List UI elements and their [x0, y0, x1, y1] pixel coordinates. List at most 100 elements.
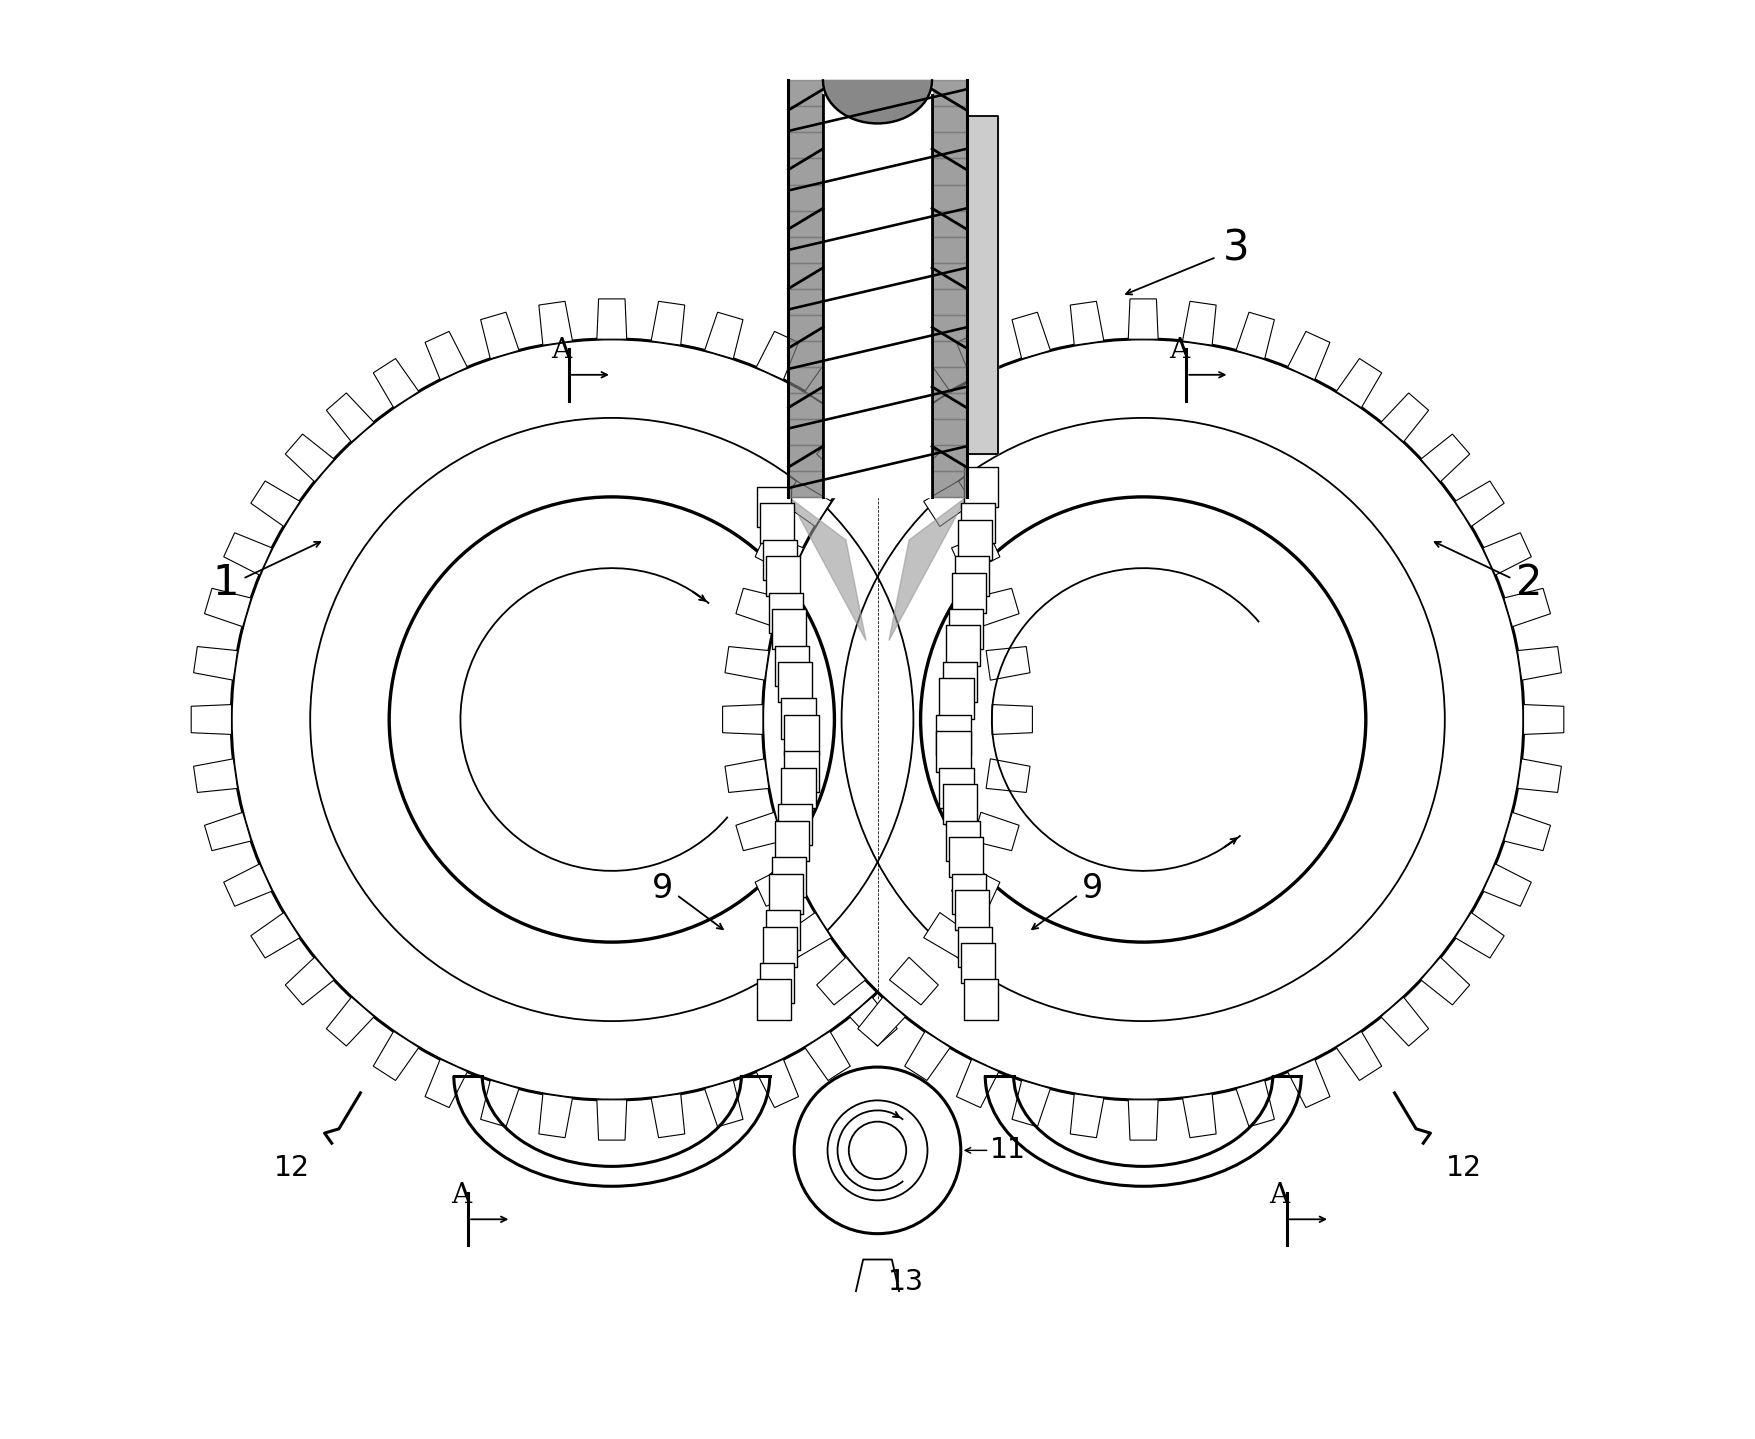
Bar	[769, 593, 804, 633]
Text: A: A	[451, 1181, 470, 1209]
Text: A: A	[551, 338, 572, 364]
Polygon shape	[1236, 1081, 1274, 1127]
Bar	[958, 519, 992, 560]
Polygon shape	[725, 646, 769, 681]
Bar	[756, 486, 792, 527]
Polygon shape	[425, 1059, 467, 1108]
Bar	[937, 731, 971, 771]
Polygon shape	[205, 812, 251, 850]
Polygon shape	[1422, 435, 1469, 482]
Text: 3: 3	[1223, 227, 1250, 269]
Polygon shape	[1183, 301, 1216, 345]
Polygon shape	[755, 863, 804, 907]
Polygon shape	[890, 957, 939, 1004]
Polygon shape	[651, 301, 684, 345]
Polygon shape	[1236, 312, 1274, 358]
Polygon shape	[951, 863, 1000, 907]
Bar	[946, 626, 979, 666]
Circle shape	[795, 1068, 960, 1233]
Polygon shape	[1071, 301, 1104, 345]
Polygon shape	[1504, 812, 1550, 850]
Polygon shape	[1518, 646, 1562, 681]
Polygon shape	[286, 957, 333, 1004]
Bar	[772, 609, 807, 649]
Bar	[784, 751, 818, 791]
Polygon shape	[783, 481, 832, 527]
Bar	[948, 837, 983, 878]
Bar	[756, 980, 792, 1020]
Polygon shape	[1455, 481, 1504, 527]
Polygon shape	[481, 312, 519, 358]
Polygon shape	[1381, 393, 1429, 442]
Polygon shape	[251, 912, 300, 958]
Polygon shape	[223, 532, 272, 576]
Bar	[776, 646, 809, 686]
Polygon shape	[951, 532, 1000, 576]
Polygon shape	[755, 532, 804, 576]
Bar	[942, 662, 978, 702]
Polygon shape	[1422, 957, 1469, 1004]
Polygon shape	[956, 331, 999, 380]
Text: 9: 9	[653, 872, 674, 905]
Polygon shape	[1523, 705, 1564, 734]
Polygon shape	[816, 435, 865, 482]
Polygon shape	[193, 758, 237, 793]
Polygon shape	[1381, 997, 1429, 1046]
Bar	[760, 963, 795, 1003]
Bar	[777, 662, 813, 702]
Polygon shape	[806, 358, 851, 407]
Text: 2: 2	[1516, 563, 1543, 604]
Bar	[946, 820, 979, 861]
Polygon shape	[251, 481, 300, 527]
Polygon shape	[1483, 532, 1532, 576]
Bar	[939, 768, 974, 809]
Bar	[763, 540, 797, 580]
Polygon shape	[904, 1032, 949, 1081]
Polygon shape	[1288, 331, 1330, 380]
Polygon shape	[904, 358, 949, 407]
Polygon shape	[1336, 1032, 1381, 1081]
Polygon shape	[425, 331, 467, 380]
Polygon shape	[704, 1081, 742, 1127]
Polygon shape	[1013, 1081, 1051, 1127]
Polygon shape	[849, 393, 897, 442]
Polygon shape	[735, 812, 783, 850]
Bar	[781, 698, 816, 738]
Polygon shape	[191, 705, 232, 734]
Bar	[765, 909, 800, 950]
Bar	[942, 784, 978, 825]
Polygon shape	[816, 957, 865, 1004]
Text: A: A	[1269, 1181, 1290, 1209]
Polygon shape	[1336, 358, 1381, 407]
Polygon shape	[374, 358, 419, 407]
Polygon shape	[1183, 1094, 1216, 1138]
Polygon shape	[326, 393, 374, 442]
Bar	[960, 504, 995, 544]
Text: A: A	[1169, 338, 1190, 364]
Bar	[765, 555, 800, 596]
Polygon shape	[704, 312, 742, 358]
Polygon shape	[1504, 589, 1550, 627]
Polygon shape	[539, 301, 572, 345]
Bar	[939, 678, 974, 718]
Polygon shape	[651, 1094, 684, 1138]
Polygon shape	[992, 705, 1032, 734]
Bar	[958, 927, 992, 967]
Polygon shape	[193, 646, 237, 681]
Bar	[948, 609, 983, 649]
Polygon shape	[1128, 299, 1158, 340]
Polygon shape	[1288, 1059, 1330, 1108]
Polygon shape	[1071, 1094, 1104, 1138]
Polygon shape	[1128, 1099, 1158, 1140]
Text: 12: 12	[1446, 1154, 1481, 1181]
Text: 13: 13	[888, 1269, 925, 1297]
Polygon shape	[1518, 758, 1562, 793]
Polygon shape	[783, 912, 832, 958]
Bar	[781, 768, 816, 809]
Bar	[963, 980, 999, 1020]
Polygon shape	[1455, 912, 1504, 958]
Polygon shape	[890, 496, 967, 640]
Polygon shape	[723, 705, 763, 734]
Polygon shape	[725, 758, 769, 793]
Bar	[960, 943, 995, 983]
